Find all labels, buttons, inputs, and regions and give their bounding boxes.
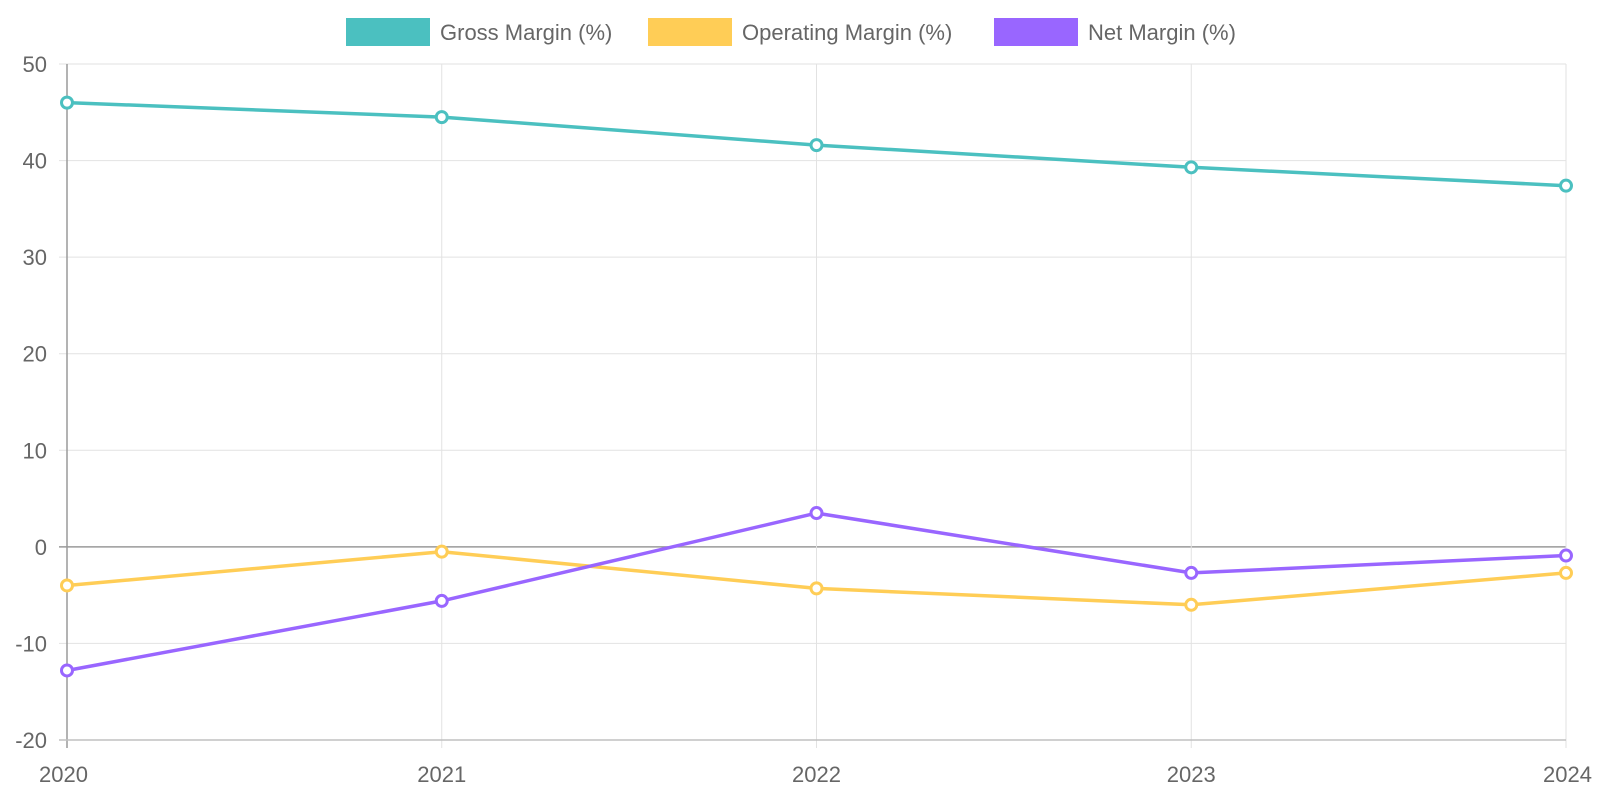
data-point-gross-margin[interactable] xyxy=(1184,160,1199,175)
legend-swatch-net-margin[interactable] xyxy=(994,18,1078,46)
data-point-operating-margin[interactable] xyxy=(809,581,824,596)
legend-swatch-gross-margin[interactable] xyxy=(346,18,430,46)
data-point-operating-margin[interactable] xyxy=(60,578,74,593)
y-tick-label: -10 xyxy=(15,631,47,656)
y-tick-label: 50 xyxy=(23,52,47,77)
data-point-operating-margin[interactable] xyxy=(1559,565,1573,580)
data-point-net-margin[interactable] xyxy=(434,593,449,608)
data-point-gross-margin[interactable] xyxy=(60,95,74,110)
data-point-net-margin[interactable] xyxy=(1559,548,1573,563)
series-points xyxy=(60,95,1573,678)
y-tick-label: 30 xyxy=(23,245,47,270)
data-point-net-margin[interactable] xyxy=(809,506,824,521)
y-tick-label: 10 xyxy=(23,438,47,463)
data-point-gross-margin[interactable] xyxy=(1559,178,1573,193)
data-point-gross-margin[interactable] xyxy=(809,138,824,153)
legend: Gross Margin (%) Operating Margin (%) Ne… xyxy=(346,18,1236,46)
data-point-net-margin[interactable] xyxy=(1184,565,1199,580)
data-point-gross-margin[interactable] xyxy=(434,110,449,125)
x-tick-label: 2023 xyxy=(1167,762,1216,787)
data-point-operating-margin[interactable] xyxy=(1184,597,1199,612)
x-tick-label: 2020 xyxy=(39,762,88,787)
y-tick-label: 20 xyxy=(23,342,47,367)
x-tick-label: 2021 xyxy=(417,762,466,787)
data-point-operating-margin[interactable] xyxy=(434,544,449,559)
y-tick-label: 0 xyxy=(35,535,47,560)
x-tick-label: 2022 xyxy=(792,762,841,787)
x-tick-label: 2024 xyxy=(1543,762,1592,787)
legend-label-net-margin[interactable]: Net Margin (%) xyxy=(1088,20,1236,45)
legend-swatch-operating-margin[interactable] xyxy=(648,18,732,46)
axes: 50 40 30 20 10 0 -10 -20 2020 2021 2022 2023 2024 xyxy=(15,52,1592,787)
y-tick-label: -20 xyxy=(15,728,47,753)
grid xyxy=(59,63,1567,748)
y-tick-label: 40 xyxy=(23,149,47,174)
legend-label-operating-margin[interactable]: Operating Margin (%) xyxy=(742,20,952,45)
legend-label-gross-margin[interactable]: Gross Margin (%) xyxy=(440,20,612,45)
data-point-net-margin[interactable] xyxy=(60,663,74,678)
